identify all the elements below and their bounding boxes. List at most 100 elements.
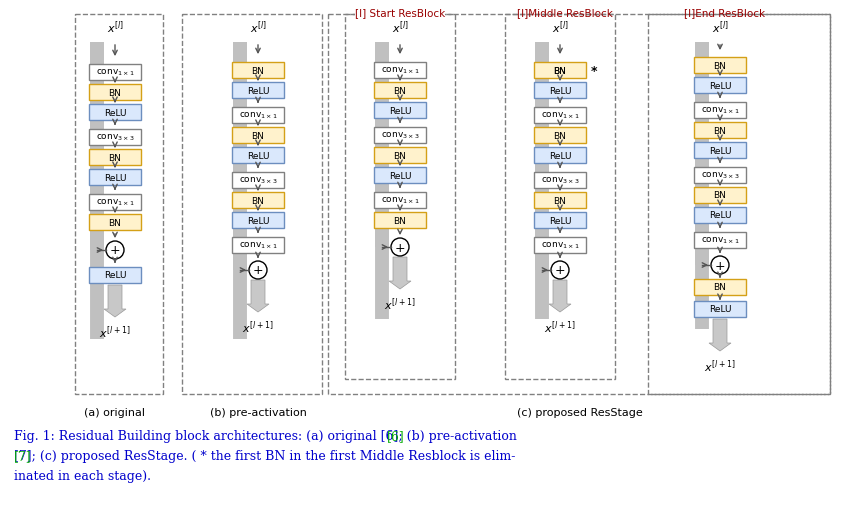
Text: +: + (395, 241, 406, 254)
Text: conv$_{3\times3}$: conv$_{3\times3}$ (239, 176, 278, 186)
FancyBboxPatch shape (232, 213, 284, 229)
Text: BN: BN (554, 66, 567, 75)
Text: ReLU: ReLU (549, 151, 571, 160)
Text: [l]End ResBlock: [l]End ResBlock (684, 8, 766, 18)
Text: (a) original: (a) original (85, 407, 146, 417)
Text: [7]; (c) proposed ResStage. ( * the first BN in the first Middle Resblock is eli: [7]; (c) proposed ResStage. ( * the firs… (14, 449, 515, 462)
Text: BN: BN (394, 151, 407, 160)
Text: +: + (715, 259, 725, 272)
Text: ReLU: ReLU (103, 173, 126, 182)
Text: inated in each stage).: inated in each stage). (14, 469, 151, 482)
FancyBboxPatch shape (232, 128, 284, 144)
Text: [l]Middle ResBlock: [l]Middle ResBlock (517, 8, 613, 18)
Text: *: * (591, 64, 597, 77)
FancyBboxPatch shape (374, 83, 426, 99)
Text: ReLU: ReLU (246, 216, 269, 225)
FancyBboxPatch shape (232, 63, 284, 79)
Text: conv$_{1\times1}$: conv$_{1\times1}$ (540, 110, 579, 121)
FancyBboxPatch shape (374, 103, 426, 119)
FancyBboxPatch shape (534, 192, 586, 209)
Text: $x^{[l]}$: $x^{[l]}$ (551, 19, 568, 36)
Text: ReLU: ReLU (389, 171, 412, 180)
Text: conv$_{1\times1}$: conv$_{1\times1}$ (540, 240, 579, 251)
Text: BN: BN (554, 66, 567, 75)
Text: BN: BN (108, 153, 121, 162)
Text: conv$_{3\times3}$: conv$_{3\times3}$ (96, 132, 135, 143)
Polygon shape (709, 319, 731, 351)
Text: conv$_{3\times3}$: conv$_{3\times3}$ (540, 176, 579, 186)
Text: BN: BN (713, 62, 727, 70)
Text: $x^{[l+1]}$: $x^{[l+1]}$ (545, 318, 576, 335)
FancyBboxPatch shape (374, 128, 426, 144)
Text: BN: BN (554, 131, 567, 140)
Text: BN: BN (554, 196, 567, 205)
Text: $x^{[l]}$: $x^{[l]}$ (250, 19, 267, 36)
Text: $x^{[l]}$: $x^{[l]}$ (711, 19, 728, 36)
FancyBboxPatch shape (232, 173, 284, 189)
FancyBboxPatch shape (374, 192, 426, 209)
Text: [6]: [6] (387, 430, 405, 443)
Text: conv$_{1\times1}$: conv$_{1\times1}$ (380, 195, 419, 206)
Text: $x^{[l]}$: $x^{[l]}$ (391, 19, 408, 36)
Text: conv$_{3\times3}$: conv$_{3\times3}$ (380, 130, 419, 141)
FancyBboxPatch shape (232, 192, 284, 209)
FancyBboxPatch shape (89, 194, 141, 211)
FancyBboxPatch shape (89, 150, 141, 165)
FancyBboxPatch shape (89, 215, 141, 231)
Polygon shape (104, 286, 126, 318)
FancyBboxPatch shape (374, 167, 426, 184)
Polygon shape (389, 258, 411, 290)
Text: ReLU: ReLU (389, 106, 412, 115)
FancyBboxPatch shape (534, 148, 586, 164)
Text: $x^{[l+1]}$: $x^{[l+1]}$ (705, 357, 736, 374)
FancyBboxPatch shape (694, 233, 746, 248)
FancyBboxPatch shape (89, 267, 141, 284)
Text: BN: BN (713, 126, 727, 135)
Text: BN: BN (713, 283, 727, 292)
FancyBboxPatch shape (694, 123, 746, 139)
Text: ReLU: ReLU (709, 211, 731, 220)
Text: conv$_{1\times1}$: conv$_{1\times1}$ (239, 110, 278, 121)
Text: Fig. 1: Residual Building block architectures: (a) original [6]; (b) pre-activat: Fig. 1: Residual Building block architec… (14, 429, 517, 442)
FancyBboxPatch shape (534, 83, 586, 99)
Text: BN: BN (394, 216, 407, 225)
FancyBboxPatch shape (374, 148, 426, 164)
FancyBboxPatch shape (232, 108, 284, 124)
FancyBboxPatch shape (534, 213, 586, 229)
Circle shape (551, 262, 569, 279)
Text: conv$_{1\times1}$: conv$_{1\times1}$ (380, 66, 419, 76)
FancyBboxPatch shape (374, 63, 426, 79)
Text: conv$_{1\times1}$: conv$_{1\times1}$ (96, 197, 135, 208)
Text: ReLU: ReLU (709, 81, 731, 90)
FancyBboxPatch shape (232, 238, 284, 253)
Text: +: + (252, 264, 263, 277)
FancyBboxPatch shape (694, 78, 746, 94)
FancyBboxPatch shape (534, 63, 586, 79)
Circle shape (391, 239, 409, 257)
Text: ReLU: ReLU (103, 108, 126, 117)
Text: ReLU: ReLU (709, 146, 731, 155)
FancyBboxPatch shape (694, 188, 746, 204)
Text: BN: BN (252, 196, 264, 205)
Text: $x^{[l]}$: $x^{[l]}$ (107, 19, 124, 36)
Circle shape (249, 262, 267, 279)
FancyBboxPatch shape (694, 103, 746, 119)
Text: $x^{[l+1]}$: $x^{[l+1]}$ (385, 295, 416, 312)
FancyBboxPatch shape (89, 130, 141, 146)
Text: $x^{[l+1]}$: $x^{[l+1]}$ (242, 318, 274, 335)
Text: ReLU: ReLU (709, 305, 731, 314)
Text: ReLU: ReLU (246, 151, 269, 160)
Text: ReLU: ReLU (103, 271, 126, 280)
Text: [l] Start ResBlock: [l] Start ResBlock (355, 8, 446, 18)
Text: ReLU: ReLU (549, 87, 571, 95)
FancyBboxPatch shape (694, 167, 746, 184)
FancyBboxPatch shape (374, 213, 426, 229)
Text: $x^{[l+1]}$: $x^{[l+1]}$ (99, 323, 130, 340)
FancyBboxPatch shape (694, 143, 746, 159)
Text: +: + (110, 244, 120, 257)
FancyBboxPatch shape (89, 105, 141, 121)
Text: conv$_{1\times1}$: conv$_{1\times1}$ (700, 235, 739, 246)
Circle shape (106, 242, 124, 260)
Polygon shape (549, 280, 571, 313)
Text: BN: BN (394, 87, 407, 95)
